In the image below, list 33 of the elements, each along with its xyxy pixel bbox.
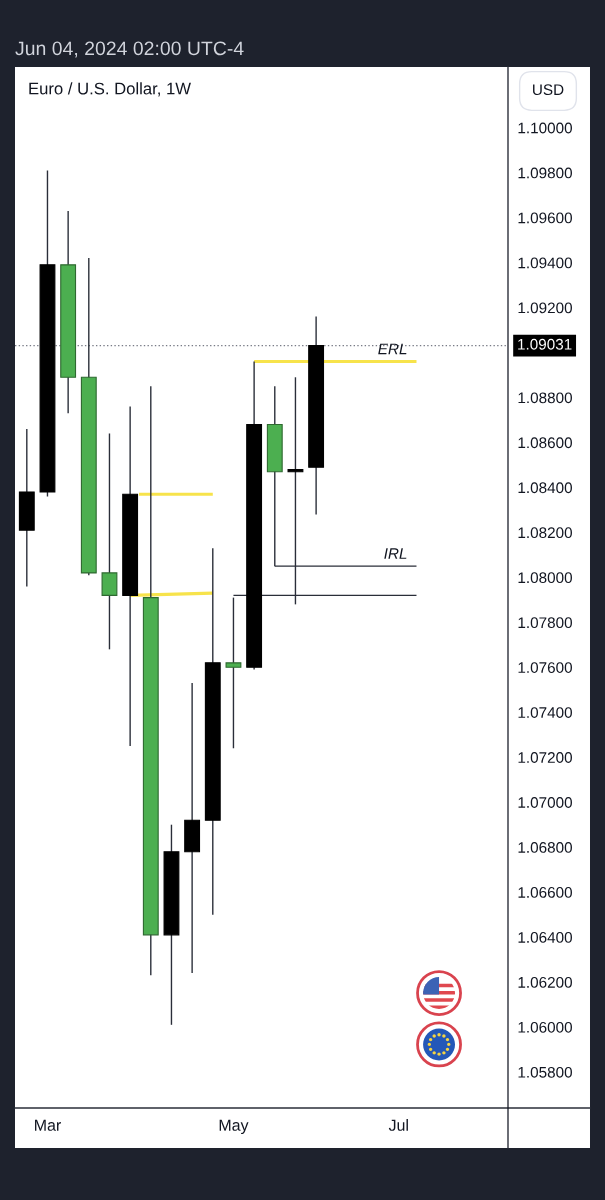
y-tick-label: 1.06200 [518, 976, 572, 988]
y-tick-label: 1.05800 [518, 1066, 572, 1078]
y-tick-label: 1.07600 [518, 662, 572, 673]
chart-subtitle: Jun 04, 2024 02:00 UTC-4 [15, 41, 244, 58]
y-tick-label: 1.06400 [518, 931, 572, 943]
y-tick-label: 1.07000 [518, 797, 572, 808]
y-tick-label: 1.10000 [518, 122, 572, 134]
candlestick [225, 596, 242, 749]
candlestick [184, 682, 201, 974]
y-tick-label: 1.08600 [518, 437, 572, 449]
y-tick-label: 1.06600 [518, 887, 572, 898]
y-tick-label: 1.06000 [518, 1021, 572, 1033]
y-axis-title: USD [533, 84, 564, 96]
ref-line-label: 1.09031 [518, 338, 572, 350]
y-tick-label: 1.07200 [518, 752, 572, 763]
annotation: IRL [384, 548, 407, 559]
y-tick-label: 1.09400 [518, 257, 572, 269]
y-tick-label: 1.08400 [518, 482, 572, 494]
y-tick-label: 1.07400 [518, 707, 572, 718]
annotation: ERL [378, 343, 407, 355]
y-tick-label: 1.09600 [518, 212, 572, 224]
y-tick-label: 1.08000 [518, 572, 572, 584]
x-tick-label: May [219, 1119, 249, 1134]
y-tick-label: 1.08200 [518, 527, 572, 539]
y-tick-label: 1.06800 [518, 842, 572, 853]
y-tick-label: 1.08800 [518, 392, 572, 404]
candlestick [101, 432, 118, 651]
y-tick-label: 1.09200 [518, 302, 572, 314]
text: Euro / U.S. Dollar, 1W [29, 82, 191, 97]
x-tick-label: Jul [388, 1119, 408, 1131]
y-tick-label: 1.07800 [518, 617, 572, 629]
y-tick-label: 1.09800 [518, 167, 572, 179]
x-tick-label: Mar [35, 1119, 61, 1131]
